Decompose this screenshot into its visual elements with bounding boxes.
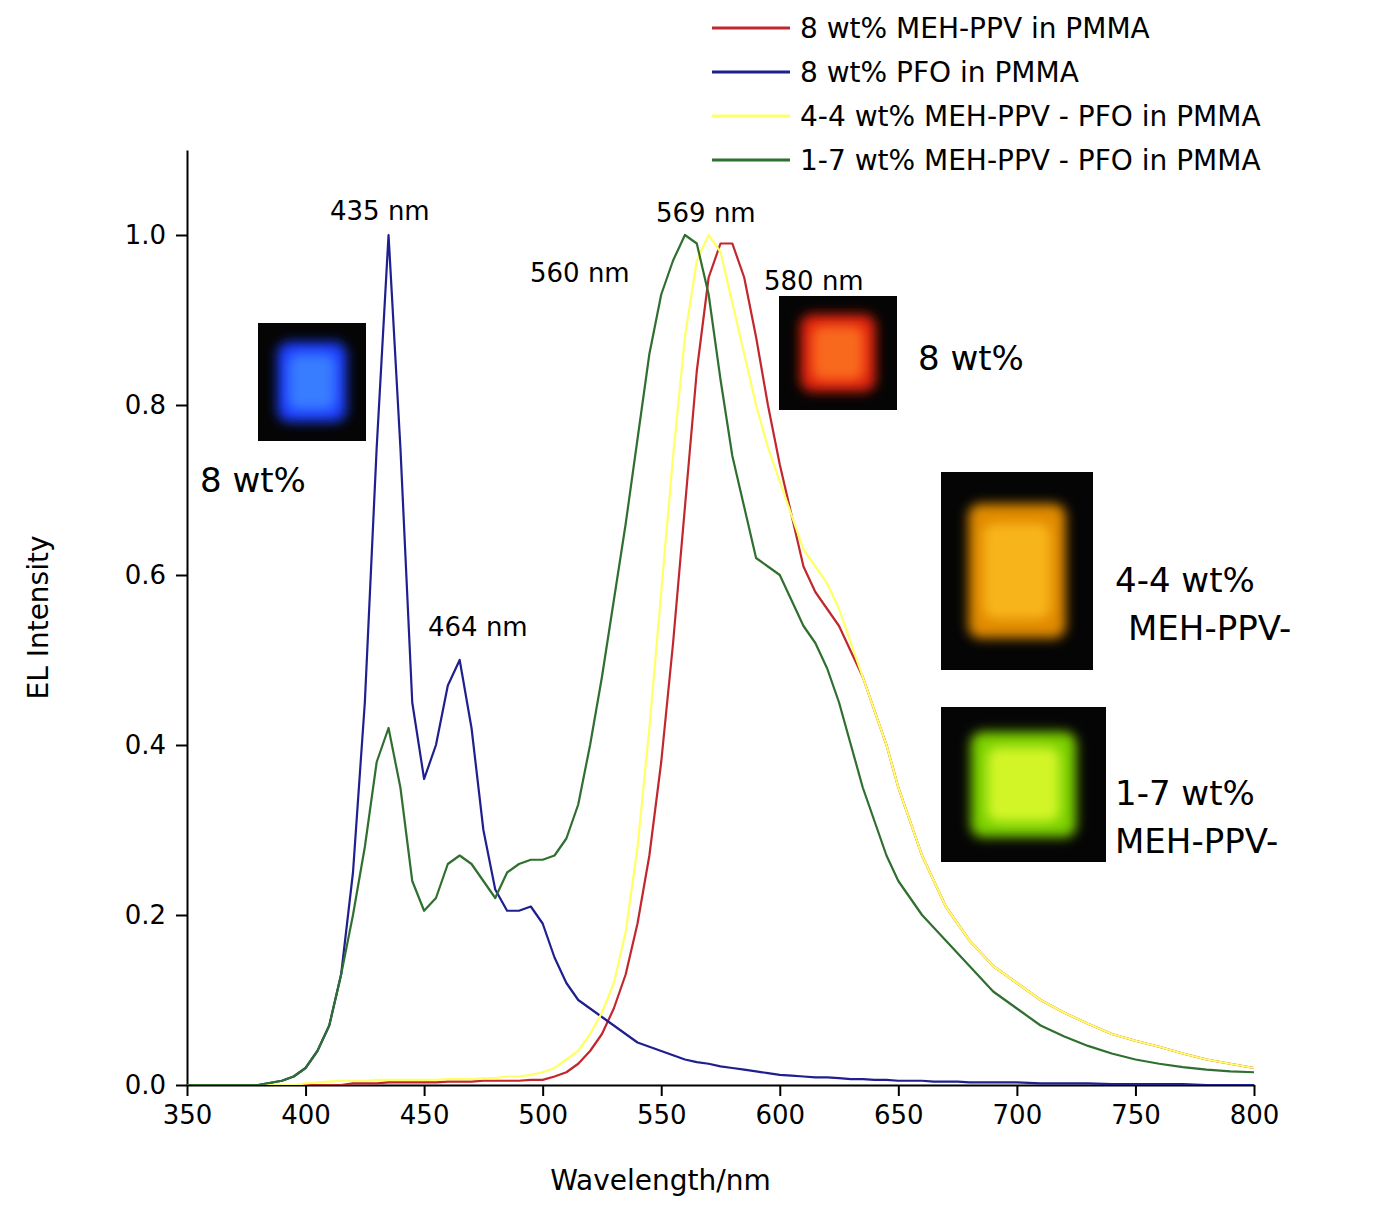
tick-mark xyxy=(542,1085,544,1096)
photo-background xyxy=(779,296,897,410)
tick-label: 500 xyxy=(518,1100,568,1130)
series-line xyxy=(187,244,1254,1086)
series-line xyxy=(187,235,1254,1085)
legend-swatch xyxy=(712,71,790,74)
photo-background xyxy=(258,323,366,441)
tick-label: 1.0 xyxy=(125,220,166,250)
y-axis: 0.0 0.2 0.4 0.6 0.8 1.0 xyxy=(125,151,188,1100)
tick: 800 xyxy=(1230,1085,1280,1130)
photo-glow xyxy=(968,504,1065,639)
legend: 8 wt% MEH-PPV in PMMA 8 wt% PFO in PMMA 4-… xyxy=(712,12,1261,177)
legend-item: 1-7 wt% MEH-PPV - PFO in PMMA xyxy=(712,144,1261,177)
legend-label: 1-7 wt% MEH-PPV - PFO in PMMA xyxy=(800,144,1261,177)
annotation: 569 nm xyxy=(656,198,756,228)
legend-swatch xyxy=(712,115,790,118)
tick: 0.0 xyxy=(125,1070,187,1100)
tick-label: 0.6 xyxy=(125,560,166,590)
tick-label: 600 xyxy=(755,1100,805,1130)
series-line xyxy=(187,235,1254,1085)
legend-label: 8 wt% MEH-PPV in PMMA xyxy=(800,12,1150,45)
annotation: 464 nm xyxy=(428,612,528,642)
tick-label: 0.4 xyxy=(125,730,166,760)
photo-background xyxy=(941,707,1106,862)
plot-area xyxy=(187,235,1254,1085)
tick-label: 650 xyxy=(874,1100,924,1130)
x-axis-title: Wavelength/nm xyxy=(550,1164,771,1197)
tick-mark xyxy=(176,1085,187,1087)
annotation: 560 nm xyxy=(530,258,630,288)
tick-mark xyxy=(1016,1085,1018,1096)
device-photo xyxy=(941,472,1093,670)
annotation: 8 wt% xyxy=(200,460,306,500)
tick-label: 750 xyxy=(1111,1100,1161,1130)
annotation: 580 nm xyxy=(764,266,864,296)
tick-label: 0.2 xyxy=(125,900,166,930)
tick-label: 700 xyxy=(993,1100,1043,1130)
photo-glow xyxy=(800,314,876,392)
tick-mark xyxy=(305,1085,307,1096)
tick-label: 400 xyxy=(281,1100,331,1130)
tick-mark xyxy=(176,745,187,747)
tick-mark xyxy=(187,1085,189,1096)
photo-core xyxy=(984,523,1051,618)
photo-glow xyxy=(277,342,346,422)
tick: 650 xyxy=(874,1085,924,1130)
tick-label: 800 xyxy=(1230,1100,1280,1130)
device-photo xyxy=(779,296,897,410)
legend-label: 4-4 wt% MEH-PPV - PFO in PMMA xyxy=(800,100,1261,133)
tick: 400 xyxy=(281,1085,331,1130)
tick-mark xyxy=(661,1085,663,1096)
tick-label: 450 xyxy=(400,1100,450,1130)
tick: 700 xyxy=(993,1085,1043,1130)
photo-glow xyxy=(971,732,1077,837)
tick-label: 350 xyxy=(163,1100,213,1130)
tick: 0.8 xyxy=(125,390,187,420)
tick: 350 xyxy=(163,1085,213,1130)
device-photo xyxy=(258,323,366,441)
legend-item: 4-4 wt% MEH-PPV - PFO in PMMA xyxy=(712,100,1261,133)
photo-core xyxy=(987,747,1060,821)
annotation: 8 wt% xyxy=(918,338,1024,378)
legend-label: 8 wt% PFO in PMMA xyxy=(800,56,1079,89)
tick: 0.2 xyxy=(125,900,187,930)
annotation: 4-4 wt%MEH-PPV- xyxy=(1115,560,1291,648)
device-photo xyxy=(941,707,1106,862)
y-axis-title: EL Intensity xyxy=(22,535,55,699)
tick: 600 xyxy=(755,1085,805,1130)
tick: 450 xyxy=(400,1085,450,1130)
tick-mark xyxy=(1135,1085,1137,1096)
series-line xyxy=(187,235,1254,1085)
photo-background xyxy=(941,472,1093,670)
tick: 0.6 xyxy=(125,560,187,590)
tick-label: 0.0 xyxy=(125,1070,166,1100)
photo-core xyxy=(288,354,336,411)
annotation: 435 nm xyxy=(330,196,430,226)
tick: 550 xyxy=(637,1085,687,1130)
tick-mark xyxy=(176,915,187,917)
tick-mark xyxy=(176,235,187,237)
legend-item: 8 wt% MEH-PPV in PMMA xyxy=(712,12,1150,45)
chart: 3504004505005506006507007508000.00.20.40… xyxy=(0,0,1381,1206)
x-axis: 350 400 450 500 550 600 650 700 750 800 xyxy=(163,1085,1280,1130)
tick-mark xyxy=(779,1085,781,1096)
tick-mark xyxy=(424,1085,426,1096)
tick-mark xyxy=(176,405,187,407)
tick-label: 550 xyxy=(637,1100,687,1130)
photo-core xyxy=(812,326,864,381)
tick: 500 xyxy=(518,1085,568,1130)
legend-swatch xyxy=(712,27,790,30)
tick: 750 xyxy=(1111,1085,1161,1130)
legend-swatch xyxy=(712,159,790,162)
tick-label: 0.8 xyxy=(125,390,166,420)
legend-item: 8 wt% PFO in PMMA xyxy=(712,56,1079,89)
annotation: 1-7 wt%MEH-PPV- xyxy=(1115,773,1278,861)
tick-mark xyxy=(176,575,187,577)
tick-mark xyxy=(898,1085,900,1096)
axis-line xyxy=(187,151,189,1086)
tick: 1.0 xyxy=(125,220,187,250)
tick-mark xyxy=(1254,1085,1256,1096)
tick: 0.4 xyxy=(125,730,187,760)
